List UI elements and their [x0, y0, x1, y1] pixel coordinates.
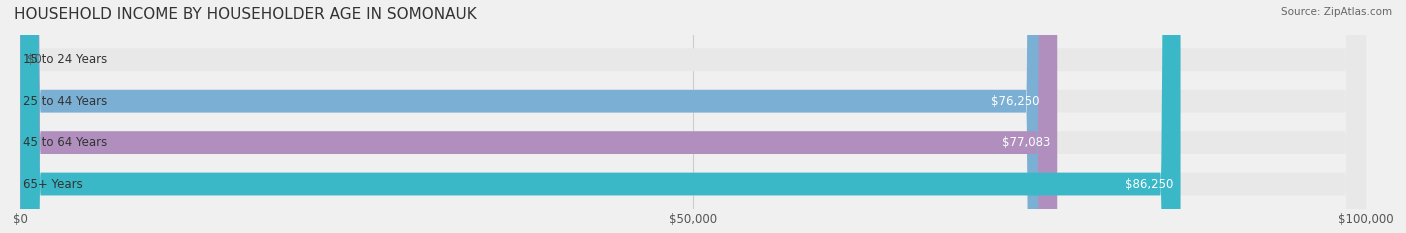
- FancyBboxPatch shape: [21, 0, 1057, 233]
- Text: 15 to 24 Years: 15 to 24 Years: [22, 53, 107, 66]
- Text: $86,250: $86,250: [1125, 178, 1174, 191]
- Text: 45 to 64 Years: 45 to 64 Years: [22, 136, 107, 149]
- FancyBboxPatch shape: [21, 0, 1365, 233]
- Text: $0: $0: [27, 53, 42, 66]
- FancyBboxPatch shape: [21, 0, 1365, 233]
- Text: Source: ZipAtlas.com: Source: ZipAtlas.com: [1281, 7, 1392, 17]
- FancyBboxPatch shape: [21, 0, 1365, 233]
- Text: $76,250: $76,250: [991, 95, 1039, 108]
- FancyBboxPatch shape: [21, 0, 1365, 233]
- Text: HOUSEHOLD INCOME BY HOUSEHOLDER AGE IN SOMONAUK: HOUSEHOLD INCOME BY HOUSEHOLDER AGE IN S…: [14, 7, 477, 22]
- FancyBboxPatch shape: [21, 0, 1046, 233]
- Text: $77,083: $77,083: [1002, 136, 1050, 149]
- Text: 25 to 44 Years: 25 to 44 Years: [22, 95, 107, 108]
- FancyBboxPatch shape: [21, 0, 1181, 233]
- Text: 65+ Years: 65+ Years: [22, 178, 83, 191]
